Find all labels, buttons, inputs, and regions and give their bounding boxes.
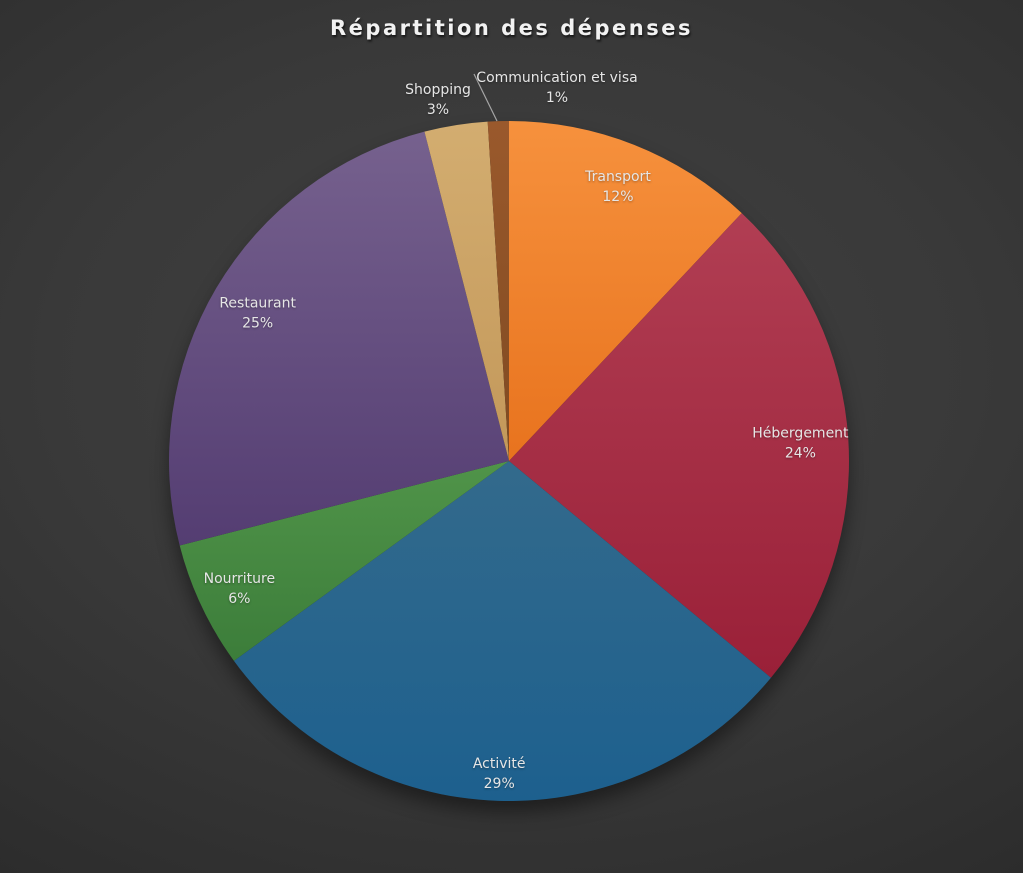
pie-slices — [168, 121, 849, 801]
pie-slice-nourriture[interactable] — [179, 461, 509, 661]
slice-label-nourriture: Nourriture 6% — [204, 571, 276, 607]
pie-slice-restaurant[interactable] — [168, 131, 509, 546]
slice-label-activite: Activité 29% — [473, 756, 526, 792]
slice-label-restaurant: Restaurant 25% — [219, 295, 296, 331]
pie-slice-hebergement[interactable] — [509, 213, 849, 678]
slice-label-transport: Transport 12% — [584, 169, 651, 205]
pie-slice-activite[interactable] — [233, 461, 771, 801]
leader-lines — [473, 73, 498, 122]
slice-label-shopping: Shopping 3% — [405, 82, 471, 118]
pie-slice-transport[interactable] — [509, 121, 742, 461]
chart-title: Répartition des dépenses — [330, 16, 693, 40]
slice-label-hebergement: Hébergement 24% — [752, 426, 849, 462]
pie-data-labels: Transport 12% Hébergement 24% Activité 29% Nou… — [204, 70, 849, 792]
slice-label-communication-et-visa: Communication et visa 1% — [476, 70, 637, 106]
pie-slice-communication-et-visa[interactable] — [487, 121, 509, 461]
pie-slice-shopping[interactable] — [424, 121, 509, 462]
leader-line-communication-et-visa — [473, 73, 498, 122]
